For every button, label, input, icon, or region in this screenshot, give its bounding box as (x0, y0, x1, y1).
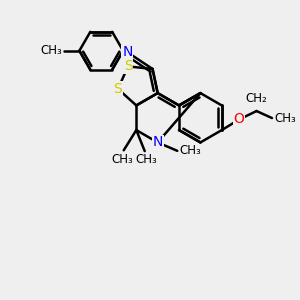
Text: N: N (122, 45, 133, 59)
Text: CH₃: CH₃ (40, 44, 62, 57)
Text: CH₃: CH₃ (111, 152, 133, 166)
Text: O: O (234, 112, 244, 126)
Text: CH₂: CH₂ (246, 92, 267, 105)
Text: CH₃: CH₃ (179, 144, 201, 157)
Text: S: S (114, 82, 122, 96)
Text: CH₃: CH₃ (135, 153, 157, 167)
Text: S: S (124, 59, 132, 74)
Text: N: N (152, 135, 163, 149)
Text: CH₃: CH₃ (275, 112, 296, 124)
